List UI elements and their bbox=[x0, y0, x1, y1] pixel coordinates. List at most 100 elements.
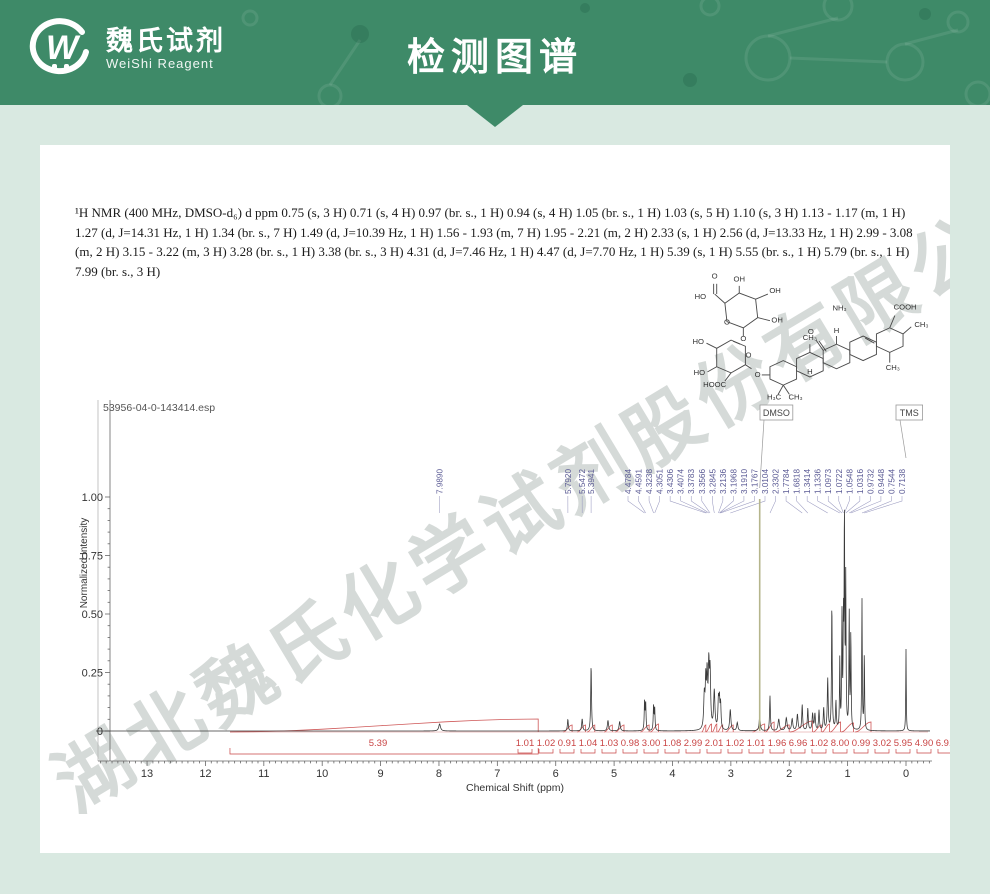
svg-text:DMSO: DMSO bbox=[763, 408, 790, 418]
svg-text:5.7920: 5.7920 bbox=[564, 469, 573, 494]
svg-text:TMS: TMS bbox=[900, 408, 919, 418]
dmso-callout: DMSO bbox=[759, 404, 794, 489]
svg-text:1.02: 1.02 bbox=[810, 738, 829, 749]
x-axis-title: Chemical Shift (ppm) bbox=[466, 782, 564, 794]
svg-text:1: 1 bbox=[845, 768, 851, 780]
svg-text:HOOC: HOOC bbox=[703, 380, 726, 389]
svg-text:3.3783: 3.3783 bbox=[687, 469, 696, 494]
svg-text:3.2136: 3.2136 bbox=[719, 469, 728, 494]
svg-text:0.9732: 0.9732 bbox=[866, 469, 875, 494]
svg-text:2: 2 bbox=[786, 768, 792, 780]
svg-text:5.95: 5.95 bbox=[894, 738, 913, 749]
svg-text:OH: OH bbox=[769, 286, 780, 295]
svg-text:8.00: 8.00 bbox=[831, 738, 850, 749]
svg-text:3.3566: 3.3566 bbox=[698, 469, 707, 494]
svg-text:3.1968: 3.1968 bbox=[729, 469, 738, 494]
svg-text:O: O bbox=[745, 351, 751, 360]
svg-text:O: O bbox=[808, 327, 814, 336]
svg-text:O: O bbox=[712, 272, 718, 281]
axes bbox=[97, 400, 932, 766]
svg-text:H: H bbox=[807, 367, 813, 376]
svg-text:CH₃: CH₃ bbox=[788, 393, 802, 402]
svg-text:HO: HO bbox=[694, 368, 706, 377]
svg-text:O: O bbox=[740, 334, 746, 343]
svg-text:13: 13 bbox=[141, 768, 153, 780]
brand-name-cn: 魏氏试剂 bbox=[106, 25, 226, 56]
tms-callout: TMS bbox=[895, 404, 924, 459]
brand-block: W 魏氏试剂 WeiShi Reagent bbox=[28, 18, 226, 80]
svg-text:3.2845: 3.2845 bbox=[708, 469, 717, 494]
svg-text:0.99: 0.99 bbox=[852, 738, 871, 749]
svg-text:6: 6 bbox=[553, 768, 559, 780]
y-tick-labels: 0 0.25 0.50 0.75 1.00 bbox=[82, 492, 103, 738]
page-header: W 魏氏试剂 WeiShi Reagent 检测图谱 bbox=[0, 0, 990, 105]
svg-text:10: 10 bbox=[316, 768, 328, 780]
svg-text:1.0722: 1.0722 bbox=[835, 469, 844, 494]
file-label: 53956-04-0-143414.esp bbox=[103, 402, 215, 414]
peak-labels: 7.9890 5.7920 5.5472 5.3941 4.4784 4.4591 4.32… bbox=[436, 469, 907, 494]
svg-text:3.02: 3.02 bbox=[873, 738, 892, 749]
svg-text:OH: OH bbox=[771, 316, 782, 325]
svg-text:0.75: 0.75 bbox=[82, 551, 103, 563]
svg-text:1.03: 1.03 bbox=[600, 738, 619, 749]
svg-text:6.96: 6.96 bbox=[789, 738, 808, 749]
report-card: 湖北魏氏化学试剂股份有限公司 ¹H NMR (400 MHz, DMSO-d₆)… bbox=[40, 145, 950, 853]
svg-text:1.96: 1.96 bbox=[768, 738, 787, 749]
integral-values: 5.39 1.01 1.02 0.91 1.04 1.03 0.98 3.00 1.08 2.99… bbox=[369, 738, 950, 749]
brand-name-en: WeiShi Reagent bbox=[106, 56, 214, 72]
header-notch-arrow bbox=[467, 105, 523, 127]
svg-text:4.3238: 4.3238 bbox=[645, 469, 654, 494]
svg-text:1.7784: 1.7784 bbox=[782, 469, 791, 494]
svg-text:4.4784: 4.4784 bbox=[624, 469, 633, 494]
svg-text:5.5472: 5.5472 bbox=[578, 469, 587, 494]
svg-text:1.01: 1.01 bbox=[747, 738, 766, 749]
svg-text:O: O bbox=[755, 370, 761, 379]
svg-text:CH₃: CH₃ bbox=[886, 363, 900, 372]
svg-text:COOH: COOH bbox=[894, 302, 917, 311]
svg-text:H₃C: H₃C bbox=[767, 393, 782, 402]
svg-text:12: 12 bbox=[199, 768, 211, 780]
svg-text:3.00: 3.00 bbox=[642, 738, 661, 749]
svg-text:3.0104: 3.0104 bbox=[761, 469, 770, 494]
svg-text:6.91: 6.91 bbox=[936, 738, 950, 749]
spectrum-trace bbox=[96, 509, 930, 732]
svg-text:1.04: 1.04 bbox=[579, 738, 598, 749]
svg-text:0.25: 0.25 bbox=[82, 668, 103, 680]
svg-text:1.08: 1.08 bbox=[663, 738, 682, 749]
svg-text:H: H bbox=[834, 326, 840, 335]
svg-text:1.00: 1.00 bbox=[82, 492, 103, 504]
svg-text:0.9448: 0.9448 bbox=[877, 469, 886, 494]
svg-text:0.91: 0.91 bbox=[558, 738, 577, 749]
molecule-pattern-decoration bbox=[241, 0, 990, 105]
svg-text:3.4306: 3.4306 bbox=[666, 469, 675, 494]
svg-text:7.9890: 7.9890 bbox=[436, 469, 445, 494]
svg-text:0.7544: 0.7544 bbox=[887, 469, 896, 494]
svg-text:0: 0 bbox=[903, 768, 909, 780]
svg-text:1.0548: 1.0548 bbox=[845, 469, 854, 494]
svg-text:0.98: 0.98 bbox=[621, 738, 640, 749]
nmr-summary-text: ¹H NMR (400 MHz, DMSO-d₆) d ppm 0.75 (s,… bbox=[75, 205, 913, 279]
svg-text:7: 7 bbox=[494, 768, 500, 780]
weishi-logo-icon: W bbox=[29, 18, 89, 75]
svg-text:5.39: 5.39 bbox=[369, 738, 388, 749]
svg-text:2.99: 2.99 bbox=[684, 738, 703, 749]
svg-text:1.0316: 1.0316 bbox=[856, 469, 865, 494]
svg-text:0: 0 bbox=[97, 726, 103, 738]
integral-brackets bbox=[229, 748, 950, 755]
svg-text:2.3302: 2.3302 bbox=[772, 469, 781, 494]
svg-text:3.1910: 3.1910 bbox=[740, 469, 749, 494]
svg-text:5.3941: 5.3941 bbox=[587, 469, 596, 494]
svg-text:3.4074: 3.4074 bbox=[677, 469, 686, 494]
peak-label-connectors bbox=[439, 496, 903, 514]
svg-text:3: 3 bbox=[728, 768, 734, 780]
svg-text:O: O bbox=[724, 318, 730, 327]
svg-text:2.01: 2.01 bbox=[705, 738, 724, 749]
svg-text:1.1336: 1.1336 bbox=[814, 469, 823, 494]
svg-text:1.01: 1.01 bbox=[516, 738, 535, 749]
svg-text:3.1767: 3.1767 bbox=[750, 469, 759, 494]
svg-text:1.02: 1.02 bbox=[726, 738, 745, 749]
y-axis-title: Normalized Intensity bbox=[79, 518, 90, 609]
svg-text:1.3414: 1.3414 bbox=[803, 469, 812, 494]
svg-text:11: 11 bbox=[258, 768, 269, 780]
svg-text:CH₃: CH₃ bbox=[803, 333, 817, 342]
